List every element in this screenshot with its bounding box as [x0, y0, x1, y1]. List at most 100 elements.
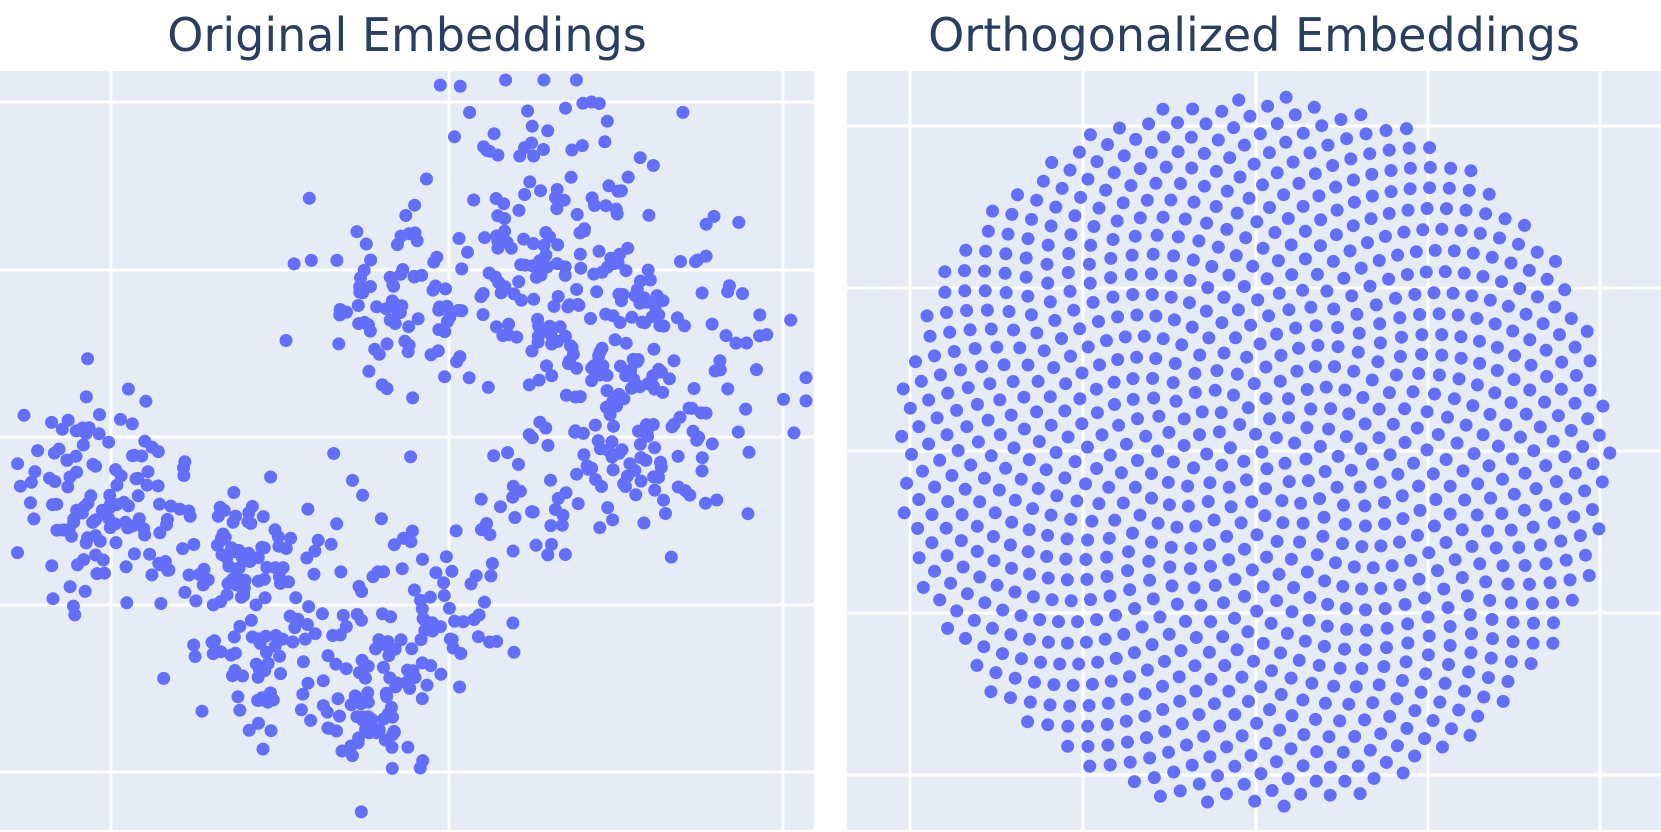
data-point [1568, 396, 1582, 410]
data-point [1175, 338, 1189, 352]
data-point [1483, 407, 1497, 421]
data-point [1222, 480, 1236, 494]
data-point [1212, 425, 1226, 439]
data-point [1227, 388, 1240, 402]
data-point [1110, 214, 1124, 228]
data-point [925, 508, 939, 521]
data-point [1581, 412, 1595, 426]
data-point [923, 329, 937, 343]
data-point [1390, 739, 1404, 753]
data-point [1084, 238, 1098, 252]
data-point [1143, 751, 1157, 765]
data-point [1327, 679, 1341, 693]
data-point [939, 521, 953, 535]
data-point [1215, 104, 1229, 118]
data-point [1583, 354, 1597, 368]
data-point [1481, 671, 1495, 685]
data-point [45, 415, 59, 429]
data-point [1435, 328, 1449, 342]
data-point [1281, 772, 1295, 786]
data-point [614, 184, 628, 198]
data-point [1145, 288, 1159, 301]
data-point [1496, 559, 1510, 573]
data-point [362, 364, 376, 378]
data-point [551, 290, 565, 303]
data-point [474, 492, 488, 506]
data-point [967, 613, 981, 627]
data-point [482, 266, 496, 280]
data-point [1237, 280, 1251, 293]
data-point [1256, 178, 1269, 192]
data-point [988, 506, 1002, 520]
data-point [1211, 769, 1224, 783]
data-point [593, 521, 607, 535]
data-point [1241, 401, 1255, 415]
data-point [1128, 480, 1142, 494]
data-point [1135, 620, 1149, 634]
data-point [646, 369, 660, 383]
data-point [1146, 592, 1160, 606]
data-point [1426, 714, 1440, 727]
data-point [1564, 312, 1578, 325]
data-point [125, 519, 139, 533]
data-point [1383, 710, 1397, 723]
data-point [1030, 193, 1044, 207]
data-point [251, 574, 265, 588]
data-point [92, 427, 106, 441]
data-point [1256, 636, 1270, 650]
data-point [1536, 317, 1550, 331]
data-point [1272, 286, 1286, 300]
data-point [1208, 383, 1222, 397]
data-point [1203, 538, 1216, 552]
data-point [329, 657, 343, 671]
data-point [1313, 239, 1327, 253]
data-point [1296, 759, 1310, 773]
data-point [1549, 475, 1563, 489]
data-point [489, 192, 503, 205]
data-point [1525, 597, 1539, 611]
data-point [1244, 748, 1258, 762]
data-point [1360, 236, 1374, 250]
data-point [1131, 454, 1144, 467]
data-point [1104, 674, 1118, 688]
data-point [1021, 545, 1035, 559]
data-point [1111, 310, 1125, 324]
data-point [481, 380, 495, 394]
data-point [1173, 694, 1187, 708]
data-point [650, 289, 664, 303]
data-point [355, 585, 369, 598]
data-point [1200, 447, 1214, 461]
data-point [1165, 579, 1179, 593]
data-point [1555, 355, 1569, 369]
data-point [145, 568, 159, 582]
data-point [558, 329, 572, 343]
data-point [635, 315, 649, 329]
data-point [304, 713, 318, 727]
data-point [507, 645, 521, 659]
data-point [1199, 117, 1213, 131]
data-point [719, 329, 733, 343]
data-point [1395, 489, 1409, 503]
data-point [395, 562, 409, 576]
data-point [732, 215, 746, 229]
data-point [1354, 108, 1368, 122]
data-point [1404, 554, 1418, 567]
data-point [1501, 299, 1515, 313]
data-point [1408, 749, 1422, 763]
data-point [993, 393, 1007, 407]
data-point [402, 320, 416, 334]
data-point [1473, 356, 1487, 370]
data-point [1126, 372, 1140, 386]
data-point [1422, 546, 1436, 560]
data-point [1455, 571, 1469, 584]
data-point [1439, 536, 1453, 549]
data-point [1289, 321, 1303, 335]
data-point [1504, 596, 1518, 610]
data-point [1188, 386, 1202, 399]
data-point [1047, 361, 1061, 375]
data-point [1259, 482, 1272, 496]
data-point [518, 188, 532, 201]
data-point [1460, 589, 1474, 603]
data-point [321, 649, 335, 663]
data-point [1471, 477, 1485, 491]
